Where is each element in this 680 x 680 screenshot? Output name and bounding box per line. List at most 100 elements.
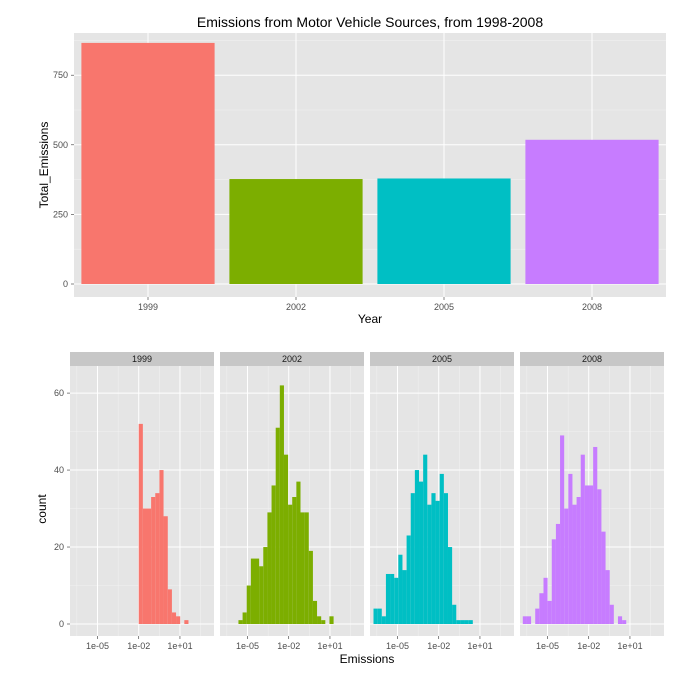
histogram-bin: [163, 516, 168, 624]
histogram-bin: [250, 558, 256, 624]
histogram-bin: [151, 497, 156, 624]
facet-strip-label: 2005: [432, 354, 452, 364]
facet-strip-label: 1999: [132, 354, 152, 364]
bottom-y-axis: 0 20 40 60: [54, 388, 70, 629]
histogram-bin: [296, 481, 301, 624]
histogram-bin: [385, 573, 391, 624]
facet-1999: 1999 1e-05 1e-02 1e+01: [70, 352, 214, 651]
histogram-bin: [468, 620, 473, 624]
bar-1999: [81, 42, 215, 284]
histogram-bin: [255, 558, 260, 624]
histogram-bin: [304, 512, 309, 624]
top-y-tick-label: 0: [63, 279, 68, 289]
histogram-bin: [271, 485, 276, 624]
facet-strip-label: 2008: [582, 354, 602, 364]
bottom-y-tick-label: 60: [54, 388, 64, 398]
facet-x-tick-label: 1e+01: [317, 641, 342, 651]
histogram-bin: [522, 616, 527, 624]
histogram-bin: [171, 612, 177, 624]
top-bars: [81, 42, 659, 284]
histogram-bin: [246, 585, 251, 624]
histogram-bin: [238, 620, 243, 624]
histogram-bin: [308, 550, 313, 624]
facet-2002: 2002 1e-05 1e-02 1e+01: [220, 352, 364, 651]
histogram-bin: [447, 547, 453, 624]
histogram-bin: [146, 508, 152, 624]
histogram-bin: [605, 570, 610, 624]
histogram-bin: [589, 485, 594, 624]
top-x-tick-label: 2002: [286, 302, 306, 312]
facet-x-tick-label: 1e-02: [277, 641, 300, 651]
histogram-bin: [609, 604, 614, 624]
histogram-bin: [555, 523, 561, 624]
histogram-bin: [176, 616, 181, 624]
histogram-bin: [580, 454, 585, 624]
histogram-bin: [402, 570, 407, 624]
facet-x-tick-label: 1e+01: [167, 641, 192, 651]
facet-x-tick-label: 1e+01: [467, 641, 492, 651]
bar-2008: [525, 139, 659, 284]
histogram-bin: [390, 573, 395, 624]
histogram-bin: [292, 497, 297, 624]
top-y-axis-title: Total_Emissions: [37, 122, 51, 209]
histogram-bin: [617, 616, 623, 624]
histogram-bin: [312, 600, 318, 624]
histogram-bin: [267, 512, 272, 624]
facet-2005: 2005 1e-05 1e-02 1e+01: [370, 352, 514, 651]
histogram-bin: [435, 500, 440, 624]
histogram-bin: [279, 385, 284, 624]
histogram-bin: [242, 612, 247, 624]
histogram-bin: [568, 473, 573, 624]
top-x-axis-title: Year: [358, 312, 382, 326]
facet-x-tick-label: 1e+01: [617, 641, 642, 651]
histogram-bin: [321, 620, 326, 624]
bottom-y-axis-title: count: [35, 494, 49, 524]
histogram-bin: [564, 508, 569, 624]
histogram-bin: [394, 577, 399, 624]
facet-strip: [220, 352, 364, 366]
bottom-y-tick-label: 40: [54, 465, 64, 475]
histogram-bin: [373, 608, 378, 624]
top-x-tick-label: 2008: [582, 302, 602, 312]
top-y-tick-label: 750: [53, 70, 68, 80]
facet-x-tick-label: 1e-02: [127, 641, 150, 651]
facet-x-tick-label: 1e-05: [86, 641, 109, 651]
histogram-bin: [443, 493, 448, 624]
top-chart: Emissions from Motor Vehicle Sources, fr…: [37, 14, 666, 326]
facet-strip: [70, 352, 214, 366]
histogram-bin: [601, 531, 606, 624]
histogram-bin: [543, 577, 548, 624]
histogram-bin: [431, 493, 436, 624]
bar-2002: [229, 179, 363, 284]
histogram-bin: [597, 489, 602, 624]
bottom-x-axis-title: Emissions: [340, 652, 395, 666]
histogram-bin: [138, 423, 143, 624]
facet-strip: [370, 352, 514, 366]
histogram-bin: [584, 485, 590, 624]
histogram-bin: [406, 535, 411, 624]
top-y-tick-label: 500: [53, 140, 68, 150]
facet-strip: [520, 352, 664, 366]
histogram-bin: [427, 504, 432, 624]
histogram-bin: [275, 427, 280, 624]
histogram-bin: [535, 608, 540, 624]
histogram-bin: [142, 508, 147, 624]
facet-x-tick-label: 1e-05: [386, 641, 409, 651]
histogram-bin: [456, 620, 461, 624]
histogram-bin: [288, 504, 293, 624]
facet-x-tick-label: 1e-05: [536, 641, 559, 651]
histogram-bin: [419, 481, 424, 624]
facet-x-tick-label: 1e-05: [236, 641, 259, 651]
histogram-bin: [526, 616, 532, 624]
top-y-axis: 0 250 500 750: [53, 70, 74, 289]
histogram-bin: [464, 620, 469, 624]
histogram-bin: [377, 608, 382, 624]
histogram-bin: [452, 604, 457, 624]
chart-title: Emissions from Motor Vehicle Sources, fr…: [197, 14, 543, 30]
histogram-bin: [381, 616, 386, 624]
facet-strip-label: 2002: [282, 354, 302, 364]
top-x-tick-label: 2005: [434, 302, 454, 312]
histogram-bin: [300, 512, 305, 624]
histogram-bin: [259, 566, 264, 624]
